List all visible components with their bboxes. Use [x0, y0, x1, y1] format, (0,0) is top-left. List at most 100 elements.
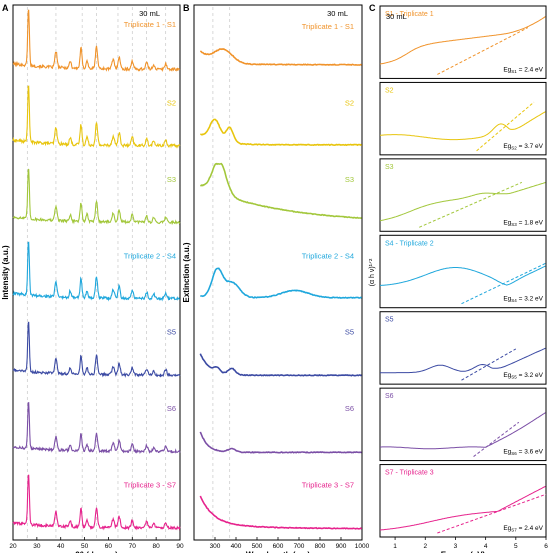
x-axis-title: Wavelength (nm) [246, 551, 310, 553]
bandgap-symbol: Eg [503, 219, 511, 226]
tauc-tangent-line [419, 181, 523, 228]
bandgap-value: = 2.4 eV [517, 525, 544, 532]
x-tick-label: 500 [252, 543, 263, 550]
bandgap-label: EgS2 = 3.7 eV [503, 143, 543, 151]
tauc-series-line [379, 485, 546, 531]
bandgap-symbol: Eg [503, 525, 511, 532]
uv-series-label: Triplicate 3 - S7 [302, 481, 354, 490]
x-tick-label: 800 [315, 543, 326, 550]
x-tick-label: 700 [294, 543, 305, 550]
uv-series-line [199, 47, 362, 66]
panel-letter: A [2, 3, 9, 13]
tauc-series-line [379, 182, 546, 222]
tauc-series-label: S4 - Triplicate 2 [385, 240, 434, 247]
tauc-subplot-frame [379, 387, 547, 462]
bandgap-symbol: Eg [503, 449, 511, 456]
panel-letter: C [369, 3, 376, 13]
bandgap-label: EgS6 = 3.6 eV [503, 449, 543, 457]
bandgap-label: EgS5 = 3.2 eV [503, 372, 543, 380]
tauc-subplot-frame [379, 464, 547, 538]
xrd-series-line [12, 9, 181, 73]
x-tick-label: 20 [9, 543, 17, 550]
xrd-series-line [12, 168, 181, 225]
xrd-series-label: S5 [167, 328, 176, 337]
bandgap-symbol: Eg [503, 372, 511, 379]
uv-series-line [199, 162, 362, 219]
x-axis-title: 2θ (degree) [75, 551, 118, 553]
x-tick-label: 40 [57, 543, 65, 550]
tauc-series-line [380, 347, 546, 374]
panel-a-condition-label: 30 mL [139, 9, 160, 18]
bandgap-symbol: Eg [503, 296, 511, 303]
uv-series-line [199, 353, 362, 377]
panel-letter: B [183, 3, 190, 13]
bandgap-value: = 1.8 eV [517, 219, 544, 226]
bandgap-subscript: S5 [511, 375, 517, 380]
panel-a-frame [12, 4, 181, 541]
xrd-series-label: Triplicate 3 - S7 [124, 481, 176, 490]
uv-series-line [200, 118, 363, 147]
x-tick-label: 900 [336, 543, 347, 550]
bandgap-subscript: S2 [511, 145, 517, 150]
tauc-series-line [379, 16, 546, 65]
x-tick-label: 400 [231, 543, 242, 550]
x-tick-label: 6 [544, 543, 548, 550]
tauc-subplot-frame [379, 5, 547, 79]
bandgap-label: EgS1 = 2.4 eV [503, 66, 543, 74]
tauc-tangent-line [461, 348, 517, 381]
tauc-subplot-frame [379, 234, 547, 309]
xrd-series-label: S2 [167, 98, 176, 107]
bandgap-label: EgS3 = 1.8 eV [503, 219, 543, 227]
y-axis-title: (α h ν)¹ᐟ² [369, 258, 376, 286]
tauc-tangent-line [437, 493, 547, 534]
bandgap-value: = 3.7 eV [517, 143, 544, 150]
x-tick-label: 1 [393, 543, 397, 550]
x-axis-title: Energy (eV) [441, 551, 486, 553]
uv-series-label: Triplicate 1 - S1 [302, 22, 354, 31]
bandgap-label: EgS4 = 3.2 eV [503, 296, 543, 304]
uv-series-line [199, 431, 362, 454]
bandgap-symbol: Eg [503, 66, 511, 73]
tauc-subplot-frame [379, 311, 547, 385]
tauc-tangent-line [437, 27, 529, 75]
bandgap-label: EgS7 = 2.4 eV [503, 525, 543, 533]
panel-b-condition-label: 30 mL [327, 9, 348, 18]
panel-a: Triplicate 1 - S1 S2 S3 Triplicate 2 - S4 S5… [1, 3, 184, 553]
tauc-tangent-line [473, 421, 520, 457]
bandgap-value: = 3.6 eV [517, 449, 544, 456]
xrd-series-label: Triplicate 2 - S4 [124, 251, 176, 260]
uv-series-label: S5 [345, 328, 354, 337]
tauc-series-label: S6 [385, 393, 394, 400]
uv-series-label: S3 [345, 175, 354, 184]
x-tick-label: 300 [210, 543, 221, 550]
tauc-series-label: S5 [385, 317, 394, 324]
y-axis-title: Extinction (a.u.) [182, 242, 191, 302]
x-tick-label: 2 [423, 543, 427, 550]
bandgap-symbol: Eg [503, 143, 511, 150]
bandgap-subscript: S1 [511, 69, 517, 74]
xrd-series-label: S3 [167, 175, 176, 184]
xrd-series-line [12, 85, 181, 149]
x-tick-label: 4 [484, 543, 488, 550]
tauc-series-label: S7 - Triplicate 3 [385, 470, 434, 477]
tauc-series-label: S3 [385, 164, 394, 171]
x-tick-label: 5 [514, 543, 518, 550]
tauc-tangent-line [461, 262, 547, 305]
bandgap-value: = 2.4 eV [517, 66, 544, 73]
uv-series-label: S6 [345, 404, 354, 413]
tauc-series-label: S2 [385, 87, 394, 94]
panel-b-frame [193, 4, 363, 541]
tauc-series-line [380, 412, 546, 450]
x-tick-label: 80 [153, 543, 161, 550]
bandgap-subscript: S4 [511, 298, 517, 303]
bandgap-subscript: S7 [511, 528, 517, 533]
xrd-series-line [12, 321, 181, 378]
panel-c-condition-label: 30 mL [386, 12, 407, 21]
x-tick-label: 90 [176, 543, 184, 550]
tauc-series-line [379, 111, 546, 141]
xrd-series-line [12, 241, 180, 302]
bandgap-subscript: S6 [511, 451, 517, 456]
x-tick-label: 70 [129, 543, 137, 550]
